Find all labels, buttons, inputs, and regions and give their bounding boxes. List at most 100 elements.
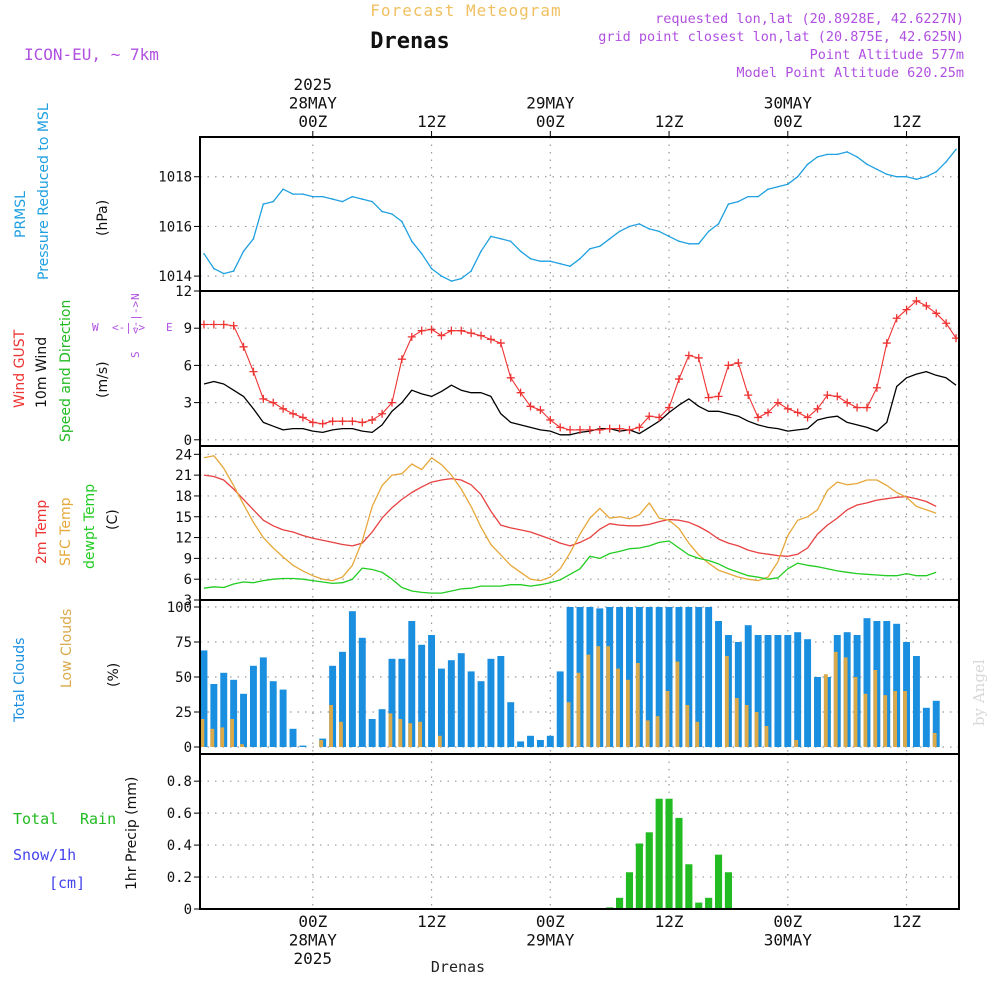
low-cloud-bar <box>408 723 413 747</box>
wind-gust-marker <box>902 305 911 314</box>
prmsl-point <box>777 185 779 188</box>
wind-gust-marker <box>298 413 307 422</box>
low-cloud-bar <box>744 705 749 747</box>
low-cloud-bar <box>665 691 670 747</box>
panel-labels: PRMSL Pressure Reduced to MSL (hPa) Wind… <box>12 103 173 892</box>
total-cloud-bar <box>527 735 534 747</box>
y-tick-label: 3 <box>184 593 192 609</box>
prmsl-point <box>302 193 304 195</box>
prmsl-point <box>648 228 651 230</box>
y-tick-label: 3 <box>184 396 192 412</box>
total-cloud-bar <box>220 672 228 747</box>
low-cloud-bar <box>566 702 571 747</box>
grid-point-coordinates: grid point closest lon,lat (20.875E, 42.… <box>598 29 964 45</box>
temp-sfc-label: SFC Temp <box>58 497 74 566</box>
prmsl-point <box>371 200 373 203</box>
prmsl-point <box>549 260 552 262</box>
wind-gust-marker <box>823 391 832 400</box>
temp-2m-label: 2m Temp <box>34 500 50 564</box>
y-tick-label: 6 <box>184 358 192 374</box>
total-cloud-bar <box>507 702 515 747</box>
wind-gust-marker <box>229 321 238 330</box>
low-cloud-bar <box>843 657 848 747</box>
total-cloud-bar <box>645 607 653 747</box>
wind-gust-marker <box>843 398 852 407</box>
low-cloud-bar <box>576 672 581 747</box>
rain-bar <box>665 798 673 909</box>
prmsl-point <box>796 175 799 178</box>
rain-bar <box>635 843 643 909</box>
prmsl-point <box>331 198 334 200</box>
total-cloud-bar <box>734 642 742 747</box>
y-tick-label: 0 <box>184 433 192 449</box>
rain-bar <box>625 872 634 909</box>
low-cloud-bar <box>893 691 898 747</box>
low-cloud-bar <box>606 646 611 747</box>
prmsl-point <box>272 200 275 203</box>
rain-bar <box>685 864 693 909</box>
rain-bar <box>616 897 624 909</box>
panel-4: 0 0.2 0.4 0.6 0.8 <box>167 774 959 918</box>
prmsl-point <box>282 188 284 190</box>
low-cloud-bar <box>655 716 660 747</box>
total-cloud-bar <box>536 740 544 747</box>
wind-gust-marker <box>199 320 208 329</box>
pressure-msl-label: Pressure Reduced to MSL <box>36 103 52 280</box>
compass-east-label: E <box>166 321 173 334</box>
wind-gust-marker <box>516 388 525 397</box>
wind-gust-marker <box>645 412 654 421</box>
low-cloud-bar <box>903 691 907 747</box>
wind-gust-marker <box>724 361 733 370</box>
total-label: Total <box>13 810 58 828</box>
total-clouds-label: Total Clouds <box>12 638 28 723</box>
total-cloud-bar <box>348 611 356 747</box>
bottom-time-label: 2025 <box>294 949 333 968</box>
wind-gust-marker <box>585 425 594 434</box>
low-cloud-bar <box>586 654 591 747</box>
total-cloud-bar <box>546 735 554 747</box>
wind-gust-marker <box>764 408 773 417</box>
wind-gust-marker <box>477 331 486 340</box>
top-time-label: 00Z <box>298 112 327 131</box>
wind-gust-marker <box>595 425 604 434</box>
low-cloud-bar <box>823 674 828 747</box>
y-tick-label: 0 <box>184 902 192 918</box>
prmsl-point <box>500 238 502 240</box>
wind-gust-marker <box>922 301 931 310</box>
temp-sfc-line <box>203 455 937 582</box>
panel-frame <box>199 136 960 292</box>
rain-bar <box>675 817 683 909</box>
compass-south-label: S <box>129 351 142 358</box>
total-cloud-bar <box>705 607 713 747</box>
wind-gust-marker <box>397 355 406 364</box>
prmsl-line <box>203 148 957 282</box>
hpa-unit-label: (hPa) <box>95 200 111 236</box>
point-altitude: Point Altitude 577m <box>810 47 964 63</box>
prmsl-label: PRMSL <box>13 191 29 238</box>
prmsl-point <box>312 195 314 198</box>
prmsl-point <box>658 230 660 233</box>
prmsl-point <box>351 195 354 198</box>
wind-gust-marker <box>417 326 426 335</box>
total-cloud-bar <box>497 656 505 747</box>
prmsl-point <box>945 161 947 163</box>
total-cloud-bar <box>695 607 703 747</box>
low-cloud-bar <box>764 726 769 747</box>
total-cloud-bar <box>932 700 940 747</box>
top-time-label: 28MAY <box>289 94 338 113</box>
y-tick-label: 9 <box>184 551 192 567</box>
total-cloud-bar <box>428 635 436 747</box>
y-tick-label: 75 <box>175 635 192 651</box>
wind-gust-marker <box>635 423 644 432</box>
bottom-time-label: 12Z <box>655 912 684 931</box>
y-tick-label: 0.8 <box>167 774 192 790</box>
cloud-bars <box>200 607 940 747</box>
y-tick-label: 1014 <box>158 269 192 285</box>
total-cloud-bar <box>566 607 574 747</box>
total-cloud-bar <box>408 621 416 747</box>
total-cloud-bar <box>467 671 475 747</box>
total-cloud-bar <box>249 665 257 747</box>
wind-gust-line <box>204 300 957 431</box>
prmsl-point <box>539 260 542 262</box>
wind-gust-marker <box>506 373 515 382</box>
